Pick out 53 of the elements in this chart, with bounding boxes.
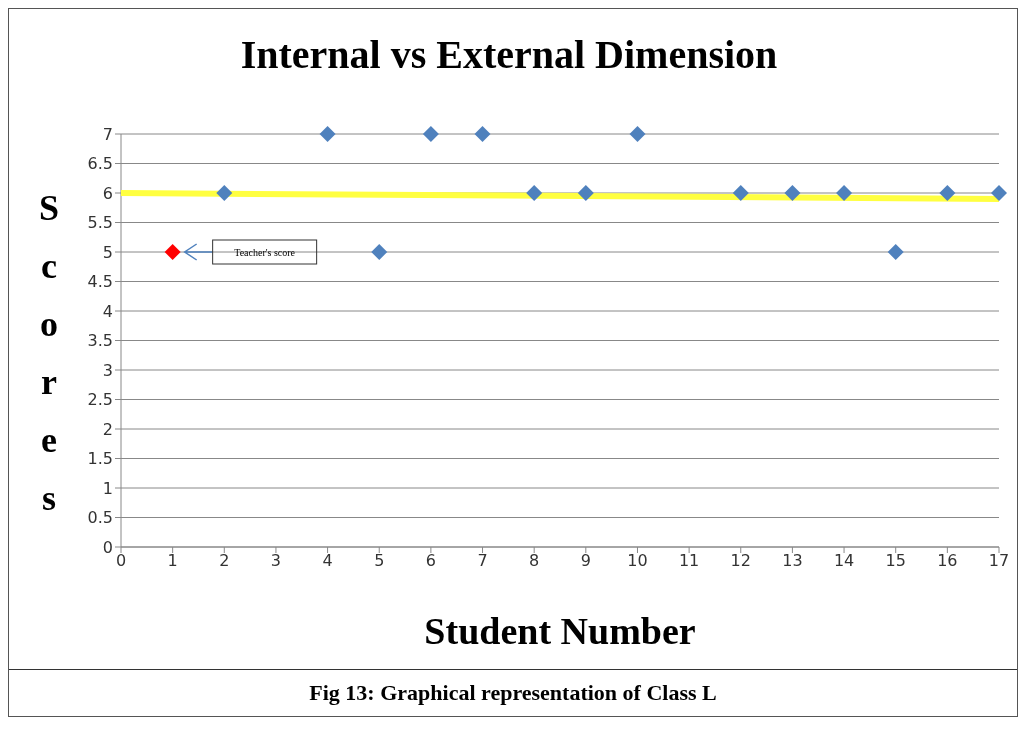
x-tick-label: 8: [529, 551, 540, 571]
point: [474, 126, 491, 142]
point: [887, 244, 904, 260]
x-tick-label: 0: [115, 551, 127, 571]
x-tick-label: 5: [374, 551, 385, 571]
y-tick-label: 7: [102, 124, 113, 144]
y-tick-label: 5.5: [87, 213, 113, 233]
x-tick-label: 7: [477, 551, 488, 571]
point: [784, 185, 801, 201]
x-tick-label: 17: [988, 551, 1010, 571]
y-tick-label: 3: [102, 360, 113, 380]
x-tick-label: 10: [627, 551, 648, 571]
y-tick-label: 1.5: [87, 449, 113, 469]
point: [939, 185, 956, 201]
y-tick-label: 4.5: [87, 272, 113, 292]
y-tick-label: 0.5: [87, 508, 113, 528]
point: [991, 185, 1007, 201]
y-tick-label: 1: [102, 478, 113, 498]
point: [732, 185, 749, 201]
x-tick-label: 15: [885, 551, 906, 571]
point: [629, 126, 646, 142]
x-tick-label: 9: [580, 551, 591, 571]
x-tick-label: 16: [937, 551, 958, 571]
y-tick-label: 2: [102, 419, 113, 439]
y-tick-label: 6.5: [87, 154, 113, 174]
y-tick-label: 3.5: [87, 331, 113, 351]
point: [371, 244, 388, 260]
point: [216, 185, 233, 201]
point: [836, 185, 853, 201]
y-tick-label: 2.5: [87, 390, 113, 410]
chart-title: Internal vs External Dimension: [239, 31, 779, 78]
x-tick-label: 3: [270, 551, 282, 571]
x-tick-label: 2: [219, 551, 230, 571]
point: [319, 126, 336, 142]
x-axis-title: Student Number: [423, 609, 697, 653]
y-tick-label: 6: [102, 183, 113, 203]
y-tick-label: 4: [102, 301, 113, 321]
y-axis-title: Scores: [38, 187, 60, 520]
point: [422, 126, 439, 142]
y-tick-label: 0: [102, 537, 113, 557]
x-tick-label: 13: [782, 551, 803, 571]
x-tick-label: 4: [322, 551, 333, 571]
x-tick-label: 14: [833, 551, 855, 571]
annotation: Teacher's score: [234, 247, 296, 258]
x-tick-label: 6: [425, 551, 436, 571]
y-tick-label: 5: [102, 242, 113, 262]
point: [164, 244, 181, 260]
x-tick-label: 12: [730, 551, 751, 571]
x-tick-label: 11: [678, 551, 700, 571]
point: [526, 185, 543, 201]
point: [577, 185, 594, 201]
caption: Fig 13: Graphical representation of Class L: [9, 669, 1017, 716]
x-tick-label: 1: [167, 551, 178, 571]
